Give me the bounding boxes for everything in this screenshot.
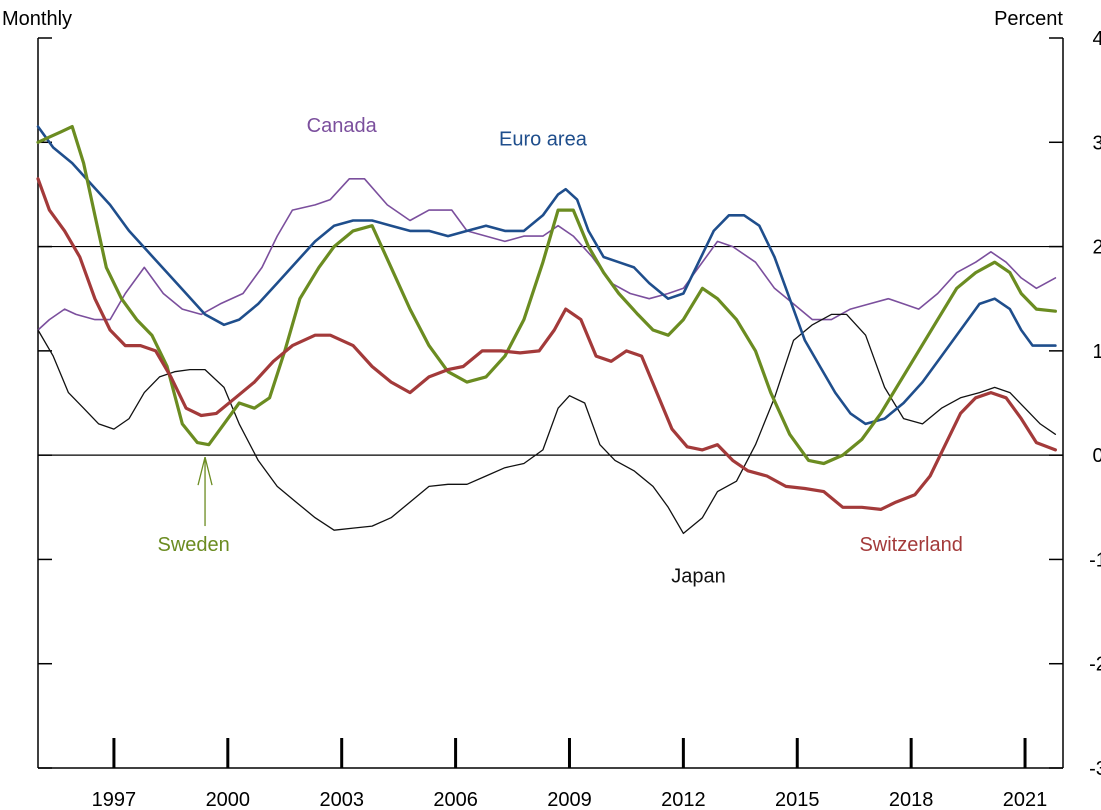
x-tick-label: 2003 [319, 789, 364, 810]
x-tick-label: 2018 [889, 789, 934, 810]
x-tick-label: 2015 [775, 789, 820, 810]
annotation-layer [197, 456, 213, 527]
x-tick-label: 2000 [206, 789, 251, 810]
y-tick-label: 2 [1092, 237, 1101, 259]
y-tick-label: -1 [1089, 549, 1101, 571]
series-line-sweden [36, 125, 1057, 466]
annotation-arrow-head [197, 456, 213, 486]
x-tick-label: 2021 [1003, 789, 1048, 810]
left-unit-label: Monthly [2, 8, 72, 30]
series-label-japan: Japan [671, 565, 726, 587]
x-tick-label: 2009 [547, 789, 592, 810]
series-label-sweden: Sweden [158, 534, 230, 556]
y-tick-label: 3 [1092, 132, 1101, 154]
x-tick-label: 1997 [92, 789, 137, 810]
y-tick-label: 4 [1092, 28, 1101, 50]
series-label-canada: Canada [307, 115, 378, 137]
right-unit-label: Percent [994, 8, 1063, 30]
series-layer [36, 125, 1057, 535]
y-tick-label: 0 [1092, 445, 1101, 467]
series-label-euro-area: Euro area [499, 128, 588, 150]
series-line-japan [37, 313, 1057, 535]
x-tick-label: 2006 [433, 789, 478, 810]
series-line-euro-area [36, 125, 1057, 426]
x-axis: 1997 2000 2003 2006 2009 2012 2015 2018 2021 [92, 738, 1048, 810]
reference-lines [38, 245, 1063, 456]
y-tick-label: -2 [1089, 654, 1101, 676]
series-labels: Canada Euro area Sweden Switzerland Japan [158, 115, 963, 588]
y-tick-label: 1 [1092, 341, 1101, 363]
y-tick-label: -3 [1089, 758, 1101, 780]
series-label-switzerland: Switzerland [859, 534, 962, 556]
plot-frame [37, 38, 1064, 769]
x-tick-label: 2012 [661, 789, 706, 810]
series-line-switzerland [36, 177, 1057, 511]
